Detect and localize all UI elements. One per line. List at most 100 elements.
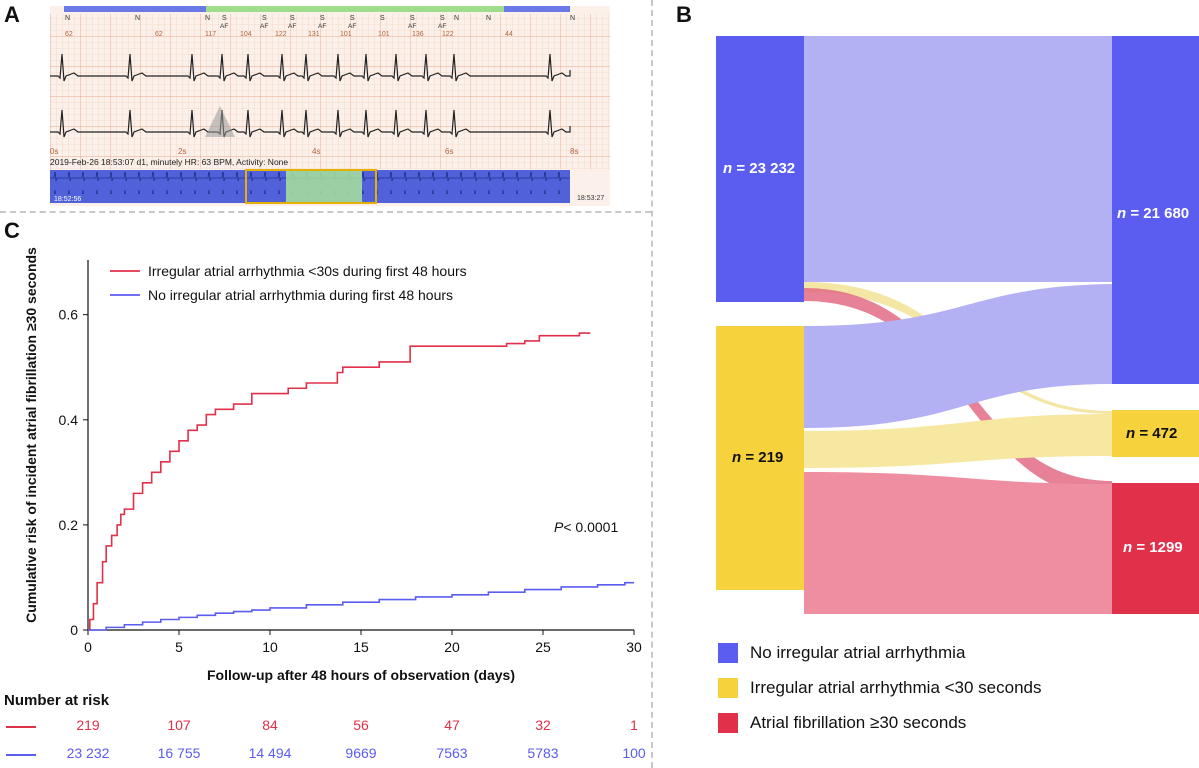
ecg-rate-label: 122 xyxy=(442,31,454,38)
panel-divider-horizontal xyxy=(0,211,651,213)
ecg-af-label: AF xyxy=(220,23,228,30)
series-line-no-irregular xyxy=(88,581,634,631)
rhythm-bar-af xyxy=(206,6,504,12)
panel-label-b: B xyxy=(676,2,692,27)
ecg-time-mark: 4s xyxy=(312,147,320,156)
ecg-time-mark: 6s xyxy=(445,147,453,156)
x-tick-label: 0 xyxy=(84,639,92,655)
legend-label: No irregular atrial arrhythmia during fi… xyxy=(148,287,453,303)
ecg-beat-label: N xyxy=(454,15,459,22)
legend-label-af: Atrial fibrillation ≥30 seconds xyxy=(750,713,967,732)
node-label-left-1: n = 23 232 xyxy=(723,160,795,177)
risk-count: 9669 xyxy=(345,745,377,761)
node-label-left-2: n = 219 xyxy=(732,449,783,466)
legend-item-none: No irregular atrial arrhythmia xyxy=(718,643,965,663)
risk-count: 100 xyxy=(622,745,646,761)
ecg-af-label: AF xyxy=(438,23,446,30)
ecg-af-label: AF xyxy=(318,23,326,30)
risk-count: 47 xyxy=(444,717,460,733)
risk-count: 1 xyxy=(630,717,638,733)
ecg-grid xyxy=(50,14,610,169)
panel-label-a: A xyxy=(4,2,20,27)
risk-table-title: Number at risk xyxy=(4,692,110,709)
x-tick-label: 15 xyxy=(353,639,369,655)
ecg-beat-label: N xyxy=(205,15,210,22)
ecg-beat-label: S xyxy=(262,15,267,22)
y-tick-label: 0 xyxy=(70,622,78,638)
ecg-trace-lead-1 xyxy=(50,53,571,82)
legend-label-none: No irregular atrial arrhythmia xyxy=(750,643,966,662)
legend-item-irregular: Irregular atrial arrhythmia <30 seconds xyxy=(718,678,1042,698)
risk-count: 56 xyxy=(353,717,369,733)
ecg-beat-label: S xyxy=(410,15,415,22)
flow-irregular-to-irregular xyxy=(804,414,1112,468)
legend-swatch-irregular xyxy=(718,678,738,698)
y-tick-label: 0.4 xyxy=(59,412,79,428)
y-tick-label: 0.2 xyxy=(59,517,79,533)
ecg-af-label: AF xyxy=(288,23,296,30)
ecg-overview-selection[interactable] xyxy=(245,169,377,204)
y-tick-label: 0.6 xyxy=(59,307,79,323)
ecg-beat-label: S xyxy=(380,15,385,22)
risk-row-line xyxy=(6,726,36,728)
node-label-right-2: n = 472 xyxy=(1126,425,1177,442)
node-left-irregular xyxy=(716,326,804,590)
node-right-irregular xyxy=(1112,410,1199,457)
ecg-beat-label: S xyxy=(290,15,295,22)
risk-count: 14 494 xyxy=(248,745,292,761)
km-chart: Cumulative risk of incident atrial fibri… xyxy=(23,247,642,683)
rhythm-bar-normal-2 xyxy=(504,6,570,12)
risk-count: 23 232 xyxy=(66,745,110,761)
ecg-rate-label: 62 xyxy=(65,31,73,38)
panel-label-c: C xyxy=(4,218,20,243)
ecg-af-label: AF xyxy=(260,23,268,30)
p-value-annotation: P< 0.0001 xyxy=(554,519,618,535)
risk-count: 219 xyxy=(76,717,100,733)
series-line-irregular xyxy=(88,332,591,631)
ecg-rate-label: 104 xyxy=(240,31,252,38)
flow-irregular-to-none xyxy=(804,284,1112,428)
ecg-af-label: AF xyxy=(408,23,416,30)
legend-label-irregular: Irregular atrial arrhythmia <30 seconds xyxy=(750,678,1042,697)
panel-divider-vertical xyxy=(651,0,653,768)
flow-irregular-to-af xyxy=(804,472,1112,614)
ecg-time-marks: 0s 2s 4s 6s 8s xyxy=(50,147,578,156)
risk-count: 84 xyxy=(262,717,278,733)
ecg-rate-label: 101 xyxy=(340,31,352,38)
ecg-beat-label: S xyxy=(320,15,325,22)
legend-item-af: Atrial fibrillation ≥30 seconds xyxy=(718,713,966,733)
km-legend: Irregular atrial arrhythmia <30s during … xyxy=(110,263,467,303)
legend-swatch-af xyxy=(718,713,738,733)
ecg-beat-label: N xyxy=(65,15,70,22)
ecg-af-label: AF xyxy=(348,23,356,30)
ecg-rate-label: 131 xyxy=(308,31,320,38)
ecg-rate-label: 44 xyxy=(505,31,513,38)
rhythm-bar-normal-1 xyxy=(64,6,206,12)
y-axis-label: Cumulative risk of incident atrial fibri… xyxy=(23,247,39,623)
ecg-time-mark: 0s xyxy=(50,147,58,156)
ecg-rate-label: 117 xyxy=(205,31,216,38)
x-tick-label: 10 xyxy=(262,639,278,655)
legend-swatch-none xyxy=(718,643,738,663)
ecg-beat-label: S xyxy=(350,15,355,22)
node-right-af xyxy=(1112,483,1199,614)
x-tick-label: 30 xyxy=(626,639,642,655)
ecg-info-line: 2019-Feb-26 18:53:07 d1, minutely HR: 63… xyxy=(50,157,288,167)
x-tick-label: 20 xyxy=(444,639,460,655)
ecg-beat-labels: N N N S S S S S S S S N N N AF AF AF AF AF AF AF 62 62 117 104 12… xyxy=(65,15,575,38)
legend-label: Irregular atrial arrhythmia <30s during … xyxy=(148,263,467,279)
ecg-trace-lead-2 xyxy=(50,109,571,138)
ecg-beat-label: S xyxy=(440,15,445,22)
node-label-right-1: n = 21 680 xyxy=(1117,205,1189,222)
ecg-rate-label: 101 xyxy=(378,31,390,38)
ecg-time-mark: 2s xyxy=(178,147,186,156)
sankey-diagram: n = 23 232 n = 219 n = 21 680 n = 472 n … xyxy=(716,36,1199,614)
km-axes: 0 5 10 15 20 25 30 0 0.2 0.4 0.6 xyxy=(59,260,642,655)
risk-row-line xyxy=(6,754,36,756)
risk-count: 16 755 xyxy=(157,745,201,761)
node-left-no-arrhythmia xyxy=(716,36,804,302)
ecg-rate-label: 62 xyxy=(155,31,163,38)
risk-count: 107 xyxy=(167,717,191,733)
risk-count: 5783 xyxy=(527,745,559,761)
ecg-beat-label: N xyxy=(486,15,491,22)
